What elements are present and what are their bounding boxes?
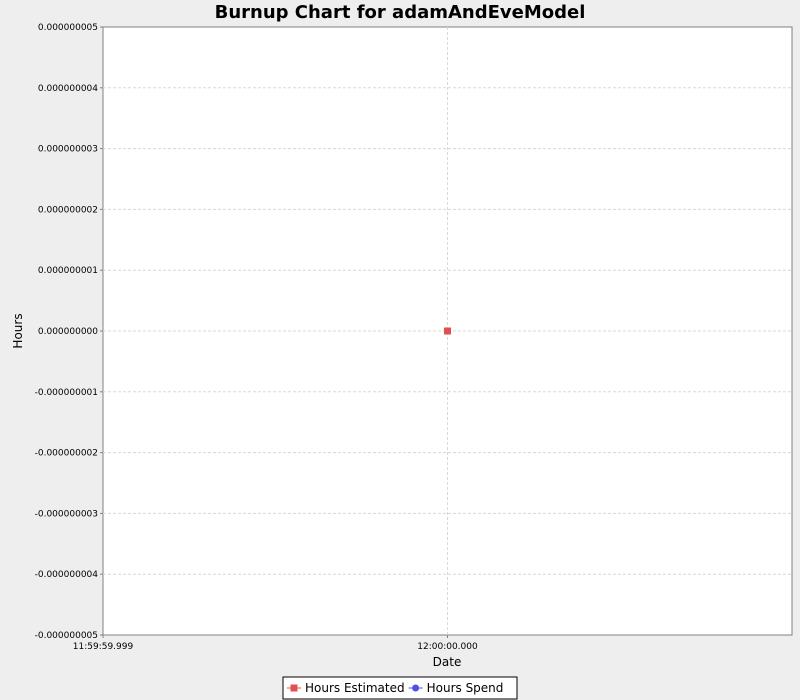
y-tick-label: -0.000000004 <box>35 570 99 580</box>
y-tick-label: 0.000000000 <box>38 327 98 337</box>
y-tick-label: 0.000000002 <box>38 205 98 215</box>
y-tick-label: 0.000000003 <box>38 145 98 155</box>
legend-box <box>282 676 518 700</box>
y-tick-label: 0.000000005 <box>38 23 98 33</box>
legend: Hours Estimated Hours Spend <box>282 676 518 700</box>
y-tick-label: -0.000000001 <box>35 388 98 398</box>
x-tick-label: 12:00:00.000 <box>417 642 478 652</box>
y-axis-ticks: 0.000000005 0.000000004 0.000000003 0.00000… <box>35 23 103 641</box>
legend-label: Hours Spend <box>427 681 504 695</box>
legend-marker-circle <box>412 684 420 692</box>
x-axis-label: Date <box>433 655 462 669</box>
x-axis-ticks: 11:59:59.999 12:00:00.000 <box>73 635 478 652</box>
data-point-hours-estimated <box>444 327 451 335</box>
y-tick-label: 0.000000001 <box>38 266 98 276</box>
y-tick-label: 0.000000004 <box>38 84 98 94</box>
y-axis-label: Hours <box>11 313 25 348</box>
legend-marker-square <box>290 684 298 692</box>
chart-title: Burnup Chart for adamAndEveModel <box>215 2 586 23</box>
gridlines <box>103 27 792 635</box>
data-series <box>444 327 451 335</box>
legend-label: Hours Estimated <box>305 681 405 695</box>
y-tick-label: -0.000000002 <box>35 449 98 459</box>
x-tick-label: 11:59:59.999 <box>73 642 134 652</box>
y-tick-label: -0.000000005 <box>35 631 98 641</box>
y-tick-label: -0.000000003 <box>35 509 98 519</box>
